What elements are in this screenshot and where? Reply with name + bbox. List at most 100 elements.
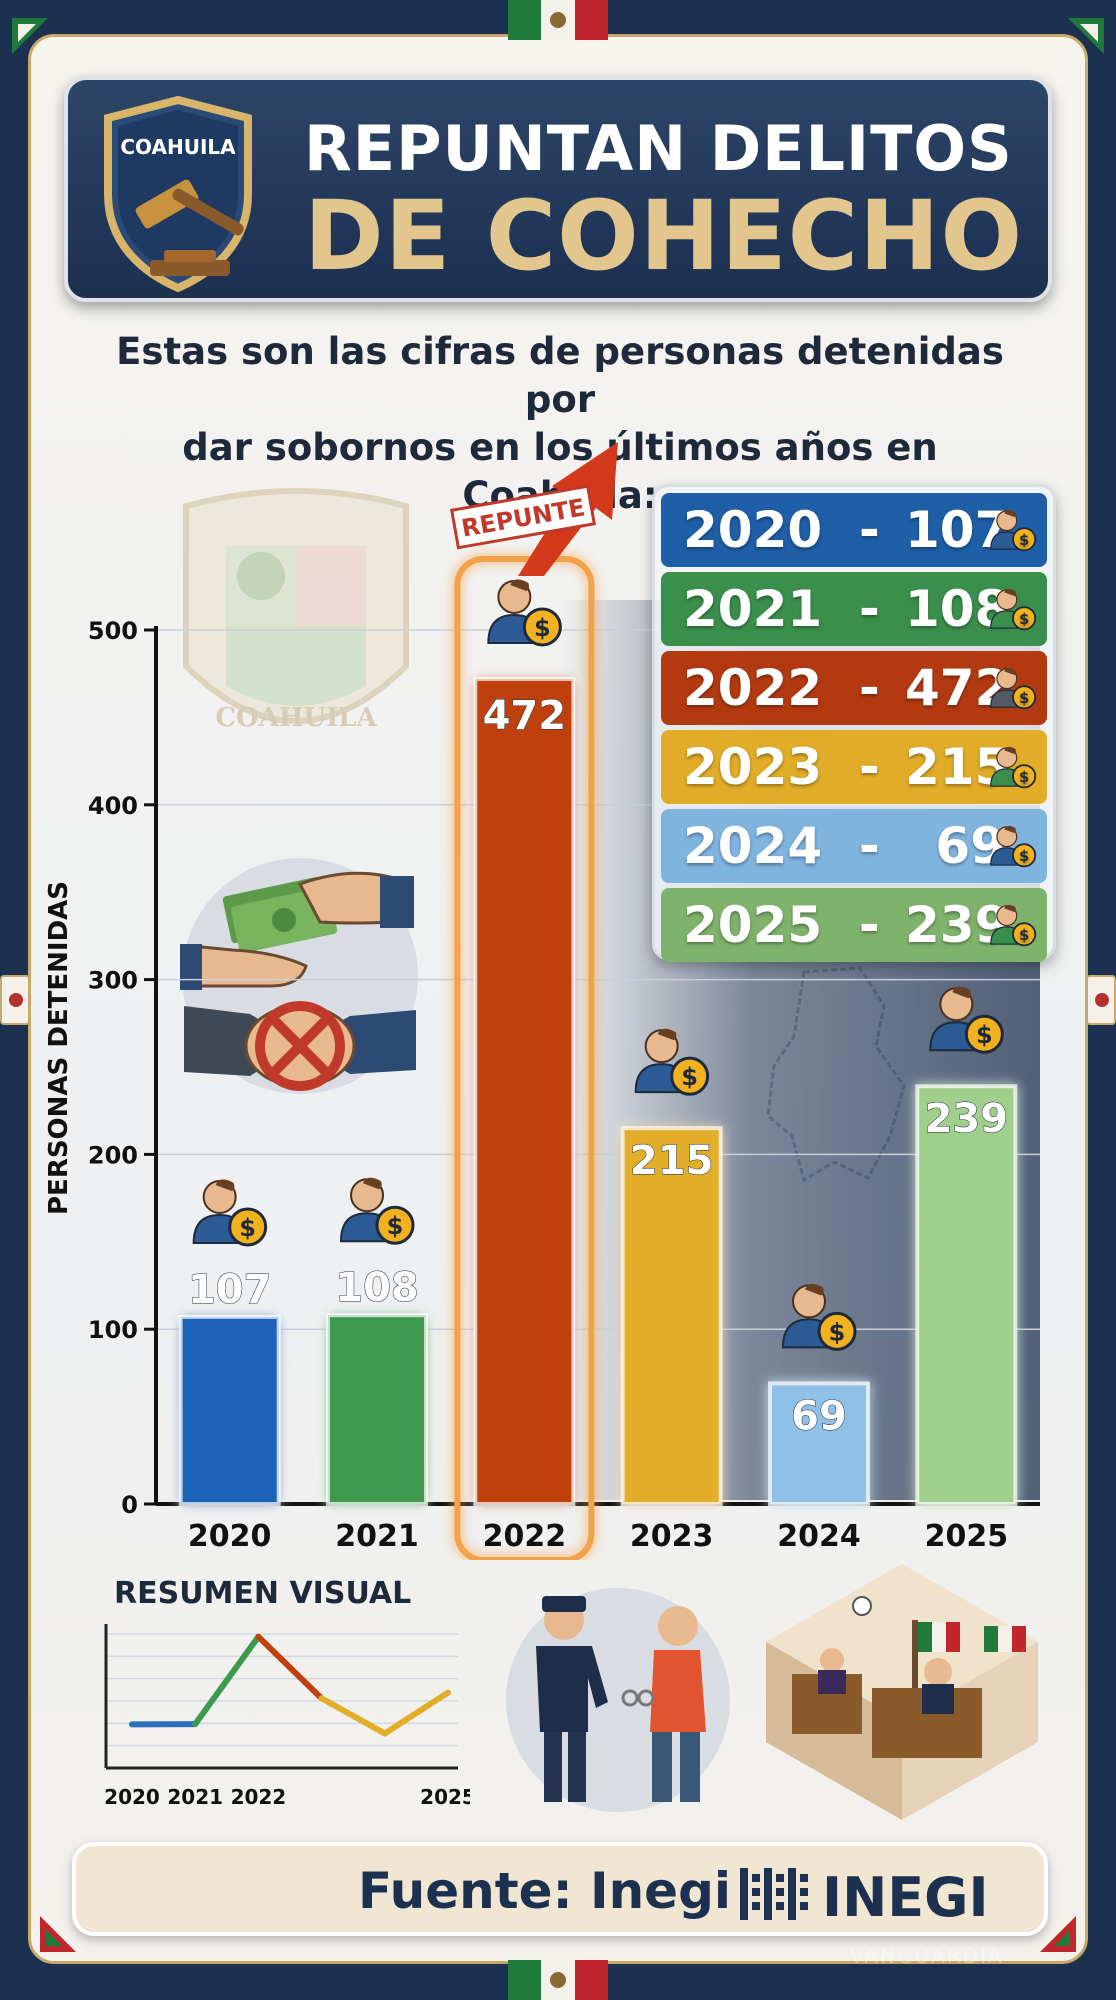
person-coin-icon: $ — [990, 904, 1037, 947]
mini-line-segment — [255, 1633, 325, 1702]
inegi-logo-text: INEGI — [822, 1866, 989, 1924]
bar-2021 — [326, 1313, 428, 1506]
svg-text:$: $ — [239, 1214, 256, 1242]
flag-bottom — [508, 1960, 608, 2000]
legend-year: 2024 — [683, 817, 823, 875]
mini-line-segment — [318, 1695, 388, 1737]
title-line-1: REPUNTAN DELITOS — [304, 112, 1013, 185]
y-tick-label: 100 — [88, 1316, 138, 1344]
svg-text:$: $ — [976, 1021, 993, 1049]
svg-text:$: $ — [387, 1212, 404, 1240]
legend-row-2021: 2021-108 $ — [661, 572, 1047, 646]
person-coin-icon: $ — [339, 1177, 415, 1245]
x-tick-label: 2025 — [925, 1519, 1009, 1554]
legend-year: 2020 — [683, 501, 823, 559]
person-coin-icon: $ — [634, 1028, 710, 1096]
person-coin-icon: $ — [781, 1283, 857, 1351]
bar-2024 — [768, 1381, 870, 1506]
bar-value-label: 215 — [630, 1138, 714, 1184]
highlight-frame — [454, 555, 595, 1560]
svg-text:$: $ — [1019, 848, 1029, 865]
bar-value-label: 472 — [483, 693, 567, 739]
person-coin-icon: $ — [990, 509, 1037, 552]
source-footer: Fuente: Inegi INEGI — [72, 1842, 1048, 1936]
police-arrest-icon — [506, 1588, 730, 1812]
y-tick-label: 500 — [88, 617, 138, 645]
legend-year: 2021 — [683, 580, 823, 638]
bar-2023 — [620, 1126, 723, 1507]
legend-separator: - — [859, 896, 880, 954]
no-bribe-handshake-icon — [180, 858, 418, 1094]
person-coin-glyph: $ — [990, 904, 1037, 947]
svg-text:$: $ — [1019, 927, 1029, 944]
coahuila-emblem-icon: COAHUILA — [183, 488, 409, 733]
side-ornament-right — [1086, 975, 1116, 1025]
corner-ornament-icon — [1040, 1916, 1076, 1952]
svg-text:$: $ — [1019, 611, 1029, 628]
svg-text:$: $ — [681, 1063, 698, 1091]
svg-text:$: $ — [1019, 690, 1029, 707]
legend-row-2023: 2023-215 $ — [661, 730, 1047, 804]
person-coin-icon: $ — [487, 579, 562, 647]
inegi-logo: INEGI — [740, 1866, 989, 1924]
corner-ornament-icon — [40, 1916, 76, 1952]
source-label: Fuente: Inegi — [358, 1862, 732, 1920]
mini-x-tick-label: 2022 — [231, 1785, 287, 1809]
summary-line-chart: 2020 2021 2022 2025 — [104, 1624, 470, 1809]
subtitle: Estas son las cifras de personas detenid… — [90, 328, 1030, 520]
y-axis-title: PERSONAS DETENIDAS — [44, 880, 74, 1215]
bar-value-label: 239 — [925, 1096, 1009, 1142]
person-coin-glyph: $ — [990, 667, 1037, 710]
bar-2025 — [915, 1084, 1018, 1507]
x-tick-label: 2023 — [630, 1519, 714, 1554]
flag-top — [508, 0, 608, 40]
legend-year: 2023 — [683, 738, 823, 796]
person-coin-icon: $ — [192, 1179, 268, 1247]
svg-text:$: $ — [1019, 532, 1029, 549]
mini-x-tick-label: 2025 — [420, 1785, 470, 1809]
corner-ornament-icon — [12, 18, 48, 54]
legend-separator: - — [859, 580, 880, 638]
person-coin-icon: $ — [929, 986, 1004, 1054]
courtroom-icon — [766, 1564, 1038, 1820]
legend-row-2025: 2025-239 $ — [661, 888, 1047, 962]
bar-value-label: 69 — [791, 1393, 847, 1439]
legend-year: 2022 — [683, 659, 823, 717]
corner-ornament-icon — [1068, 18, 1104, 54]
bar-2022 — [473, 676, 576, 1506]
bar-value-label: 108 — [335, 1265, 419, 1311]
person-coin-icon: $ — [990, 746, 1037, 789]
person-coin-glyph: $ — [990, 588, 1037, 631]
legend-year: 2025 — [683, 896, 823, 954]
y-tick-label: 300 — [88, 967, 138, 995]
legend-separator: - — [859, 501, 880, 559]
legend-separator: - — [859, 817, 880, 875]
svg-text:$: $ — [1019, 769, 1029, 786]
gavel-shield-icon: COAHUILA — [104, 96, 252, 292]
person-coin-icon: $ — [990, 667, 1037, 710]
legend-row-2020: 2020-107 $ — [661, 493, 1047, 567]
legend-row-2022: 2022-472 $ — [661, 651, 1047, 725]
legend-row-2024: 2024-69 $ — [661, 809, 1047, 883]
legend-separator: - — [859, 659, 880, 717]
mini-line-segment — [192, 1633, 262, 1728]
svg-text:$: $ — [829, 1318, 846, 1346]
legend-separator: - — [859, 738, 880, 796]
bar-2020 — [178, 1314, 281, 1506]
subtitle-line-1: Estas son las cifras de personas detenid… — [116, 330, 1004, 421]
mini-line-segment — [381, 1689, 451, 1737]
resumen-title: RESUMEN VISUAL — [114, 1576, 412, 1611]
y-tick-label: 400 — [88, 792, 138, 820]
x-tick-label: 2024 — [777, 1519, 861, 1554]
emblem-text: COAHUILA — [215, 703, 377, 733]
person-coin-icon: $ — [990, 588, 1037, 631]
watermark: VANGUARDIA — [850, 1944, 1004, 1968]
person-coin-glyph: $ — [990, 746, 1037, 789]
trend-up-arrow-icon: REPUNTE — [450, 442, 618, 576]
side-ornament-left — [0, 975, 30, 1025]
title-line-2: DE COHECHO — [304, 180, 1024, 292]
x-tick-label: 2020 — [188, 1519, 272, 1554]
header-banner: COAHUILA REPUNTAN DELITOS DE COHECHO — [64, 76, 1052, 302]
mini-x-tick-label: 2021 — [167, 1785, 223, 1809]
person-coin-icon: $ — [990, 825, 1037, 868]
